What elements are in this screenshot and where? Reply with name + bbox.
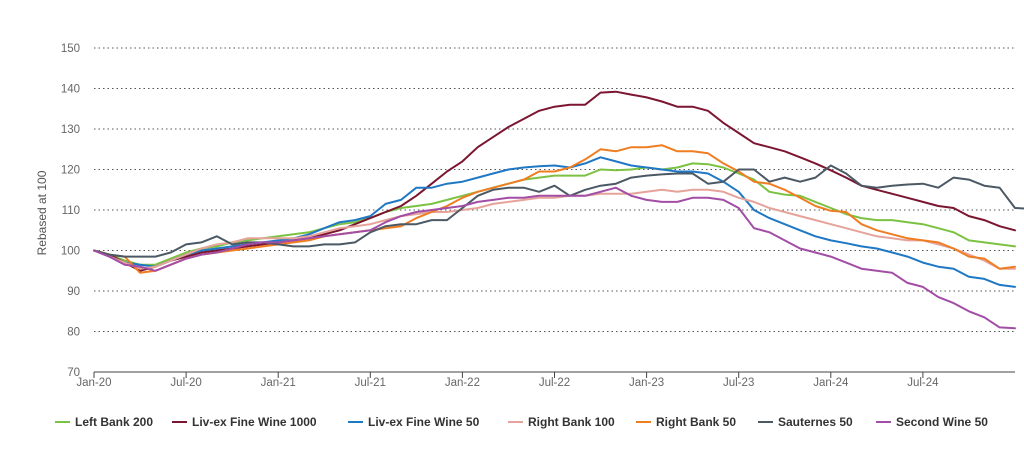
legend-label: Second Wine 50 bbox=[896, 415, 988, 429]
x-tick-label: Jul-20 bbox=[170, 377, 201, 389]
legend-item-liv-ex-fine-wine-50[interactable]: Liv-ex Fine Wine 50 bbox=[348, 415, 480, 429]
x-tick-label: Jul-21 bbox=[355, 377, 386, 389]
y-axis-title: Rebased at 100 bbox=[35, 170, 49, 255]
legend-item-sauternes-50[interactable]: Sauternes 50 bbox=[758, 415, 853, 429]
legend-label: Sauternes 50 bbox=[778, 415, 853, 429]
x-tick-label: Jan-21 bbox=[261, 377, 296, 389]
y-tick-label: 150 bbox=[61, 43, 80, 55]
x-tick-label: Jan-23 bbox=[629, 377, 664, 389]
series-line-sauternes-50 bbox=[93, 164, 1024, 258]
y-tick-label: 100 bbox=[61, 246, 80, 258]
legend-item-liv-ex-fine-wine-1000[interactable]: Liv-ex Fine Wine 1000 bbox=[172, 415, 317, 429]
x-tick-label: Jul-23 bbox=[723, 377, 754, 389]
series-line-right-bank-50 bbox=[93, 144, 1016, 274]
y-tick-label: 70 bbox=[67, 367, 80, 379]
legend[interactable]: Left Bank 200 Liv-ex Fine Wine 1000 Liv-ex… bbox=[55, 415, 988, 429]
series-line-left-bank-200 bbox=[93, 162, 1016, 266]
grid-lines bbox=[94, 47, 1015, 332]
legend-item-left-bank-200[interactable]: Left Bank 200 bbox=[55, 415, 153, 429]
legend-item-right-bank-100[interactable]: Right Bank 100 bbox=[508, 415, 615, 429]
legend-label: Liv-ex Fine Wine 1000 bbox=[192, 415, 317, 429]
series-line-liv-ex-fine-wine-50 bbox=[93, 156, 1016, 288]
series-line-second-wine-50 bbox=[93, 186, 1016, 330]
legend-label: Right Bank 50 bbox=[656, 415, 736, 429]
series-line-right-bank-100 bbox=[93, 188, 1016, 270]
x-tick-label: Jan-24 bbox=[813, 377, 849, 389]
legend-label: Right Bank 100 bbox=[528, 415, 615, 429]
y-tick-label: 90 bbox=[67, 286, 80, 298]
y-tick-label: 110 bbox=[62, 205, 80, 217]
x-tick-label: Jan-22 bbox=[445, 377, 480, 389]
y-tick-label: 140 bbox=[61, 84, 80, 96]
y-tick-label: 120 bbox=[61, 165, 80, 177]
legend-label: Left Bank 200 bbox=[75, 415, 153, 429]
axes: 70 80 90 100 110 120 130 140 150 Jan-20 Jul-20 Jan-… bbox=[61, 43, 1015, 389]
x-tick-label: Jan-20 bbox=[76, 377, 111, 389]
legend-label: Liv-ex Fine Wine 50 bbox=[368, 415, 480, 429]
legend-item-second-wine-50[interactable]: Second Wine 50 bbox=[876, 415, 988, 429]
legend-item-right-bank-50[interactable]: Right Bank 50 bbox=[636, 415, 736, 429]
x-tick-label: Jul-22 bbox=[539, 377, 570, 389]
y-tick-label: 130 bbox=[61, 124, 80, 136]
series-lines bbox=[93, 90, 1024, 330]
x-tick-label: Jul-24 bbox=[907, 377, 939, 389]
y-tick-label: 80 bbox=[67, 327, 80, 339]
